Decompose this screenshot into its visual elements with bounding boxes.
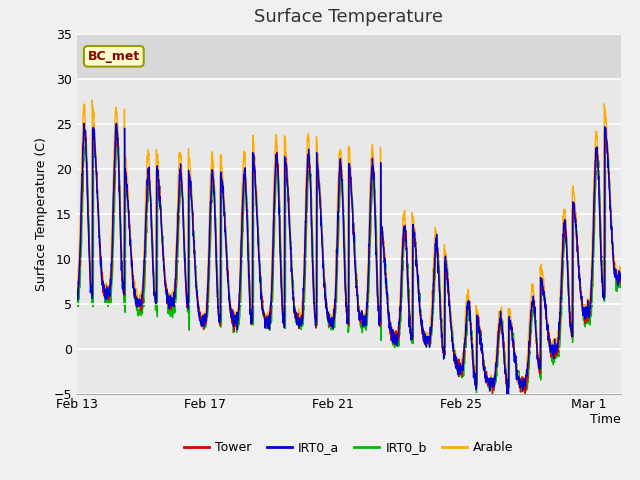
Arable <box>282 152 290 158</box>
Tower <box>617 273 625 278</box>
Tower <box>254 226 262 231</box>
Arable <box>254 232 262 238</box>
Bar <box>77 34 621 79</box>
Legend: Tower, IRT0_a, IRT0_b, Arable: Tower, IRT0_a, IRT0_b, Arable <box>179 436 518 459</box>
Arable <box>88 97 96 103</box>
IRT0_a <box>617 271 625 277</box>
Arable <box>617 273 625 278</box>
Tower <box>385 317 393 323</box>
IRT0_a <box>539 286 547 292</box>
Line: Tower: Tower <box>77 129 621 396</box>
Line: IRT0_b: IRT0_b <box>77 132 621 394</box>
IRT0_b <box>617 284 625 289</box>
IRT0_b <box>378 233 386 239</box>
Arable <box>490 387 497 393</box>
Tower <box>113 126 120 132</box>
Y-axis label: Surface Temperature (C): Surface Temperature (C) <box>35 137 48 290</box>
IRT0_a <box>113 120 120 126</box>
Arable <box>378 228 386 233</box>
Tower <box>539 285 547 291</box>
Tower <box>378 230 386 236</box>
Arable <box>539 273 547 279</box>
Line: Arable: Arable <box>77 100 621 390</box>
IRT0_b <box>513 369 521 374</box>
IRT0_a <box>73 287 81 293</box>
Text: BC_met: BC_met <box>88 50 140 63</box>
IRT0_a <box>385 310 393 316</box>
IRT0_a <box>504 391 512 397</box>
Arable <box>513 371 521 377</box>
Arable <box>385 312 393 318</box>
Arable <box>73 287 81 293</box>
Tower <box>282 166 290 171</box>
Title: Surface Temperature: Surface Temperature <box>254 9 444 26</box>
Tower <box>488 393 496 399</box>
IRT0_a <box>513 375 521 381</box>
IRT0_b <box>472 391 480 396</box>
IRT0_b <box>254 218 262 224</box>
IRT0_b <box>114 130 122 135</box>
IRT0_a <box>282 162 290 168</box>
Tower <box>513 373 521 379</box>
IRT0_b <box>282 160 290 166</box>
X-axis label: Time: Time <box>590 413 621 426</box>
Tower <box>73 287 81 293</box>
Line: IRT0_a: IRT0_a <box>77 123 621 394</box>
IRT0_b <box>539 282 547 288</box>
IRT0_a <box>254 240 262 246</box>
IRT0_a <box>378 228 386 233</box>
IRT0_b <box>385 310 393 315</box>
IRT0_b <box>73 303 81 309</box>
